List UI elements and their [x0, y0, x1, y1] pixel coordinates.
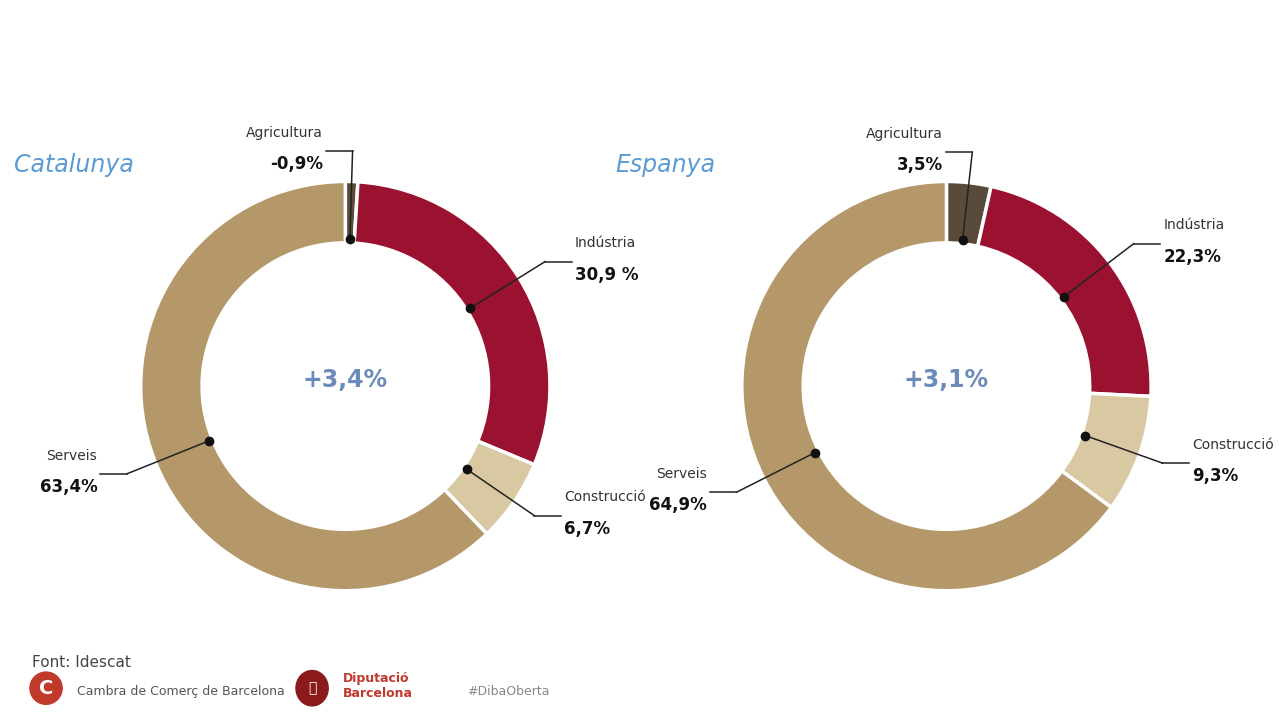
Wedge shape [444, 441, 535, 534]
Text: 63,4%: 63,4% [40, 478, 97, 496]
Text: Espanya: Espanya [615, 153, 715, 177]
Bar [625, 350, 640, 355]
Text: +3,1%: +3,1% [904, 368, 989, 392]
Text: PIB | CATALUNYA I ESPANYA: PIB | CATALUNYA I ESPANYA [31, 64, 462, 93]
Text: -0,9%: -0,9% [270, 155, 322, 173]
Text: Serveis: Serveis [46, 448, 97, 463]
Bar [1273, 350, 1279, 355]
Text: 6,7%: 6,7% [564, 520, 610, 538]
Bar [1227, 350, 1241, 355]
Bar [656, 350, 670, 355]
Text: Agricultura: Agricultura [866, 127, 943, 141]
Text: Cambra de Comerç de Barcelona: Cambra de Comerç de Barcelona [77, 685, 284, 698]
Bar [671, 337, 686, 342]
Bar [1242, 350, 1256, 355]
Text: 9,3%: 9,3% [1192, 467, 1238, 485]
Circle shape [29, 672, 63, 704]
Bar [1234, 343, 1248, 348]
Bar [1265, 343, 1279, 348]
Text: 22,3%: 22,3% [1164, 247, 1221, 266]
Wedge shape [742, 182, 1111, 591]
Circle shape [202, 243, 489, 529]
Bar [679, 343, 693, 348]
Text: Agricultura: Agricultura [246, 126, 322, 139]
Bar [1250, 343, 1264, 348]
Bar [641, 337, 655, 342]
Text: Indústria: Indústria [574, 237, 636, 250]
Bar [633, 343, 647, 348]
Wedge shape [1062, 393, 1151, 508]
Bar [656, 337, 670, 342]
Bar [664, 343, 678, 348]
Bar [1257, 350, 1271, 355]
Bar [1273, 337, 1279, 342]
Wedge shape [141, 182, 487, 591]
Bar [1242, 337, 1256, 342]
Bar [671, 350, 686, 355]
Text: #DibaOberta: #DibaOberta [467, 685, 550, 698]
Text: Serveis: Serveis [656, 467, 707, 481]
Bar [625, 337, 640, 342]
Wedge shape [345, 182, 358, 243]
Text: Catalunya: Catalunya [14, 153, 134, 177]
Text: Font: Idescat: Font: Idescat [32, 656, 130, 670]
Wedge shape [946, 182, 991, 246]
Text: Construcció: Construcció [564, 490, 646, 504]
Wedge shape [354, 182, 550, 465]
Text: 3,5%: 3,5% [897, 157, 943, 174]
Text: +3,4%: +3,4% [303, 368, 388, 392]
Bar [1257, 337, 1271, 342]
Text: Diputació
Barcelona: Diputació Barcelona [343, 672, 413, 701]
Text: Construcció: Construcció [1192, 438, 1274, 452]
Text: 30,9 %: 30,9 % [574, 266, 638, 284]
Bar [648, 343, 663, 348]
Bar [641, 350, 655, 355]
Text: 🏛: 🏛 [308, 681, 316, 695]
Circle shape [803, 243, 1090, 529]
Wedge shape [977, 187, 1151, 396]
Text: C: C [38, 679, 54, 698]
Bar [1227, 337, 1241, 342]
Circle shape [295, 671, 329, 706]
Text: 64,9%: 64,9% [648, 496, 707, 514]
Text: Indústria: Indústria [1164, 218, 1225, 232]
